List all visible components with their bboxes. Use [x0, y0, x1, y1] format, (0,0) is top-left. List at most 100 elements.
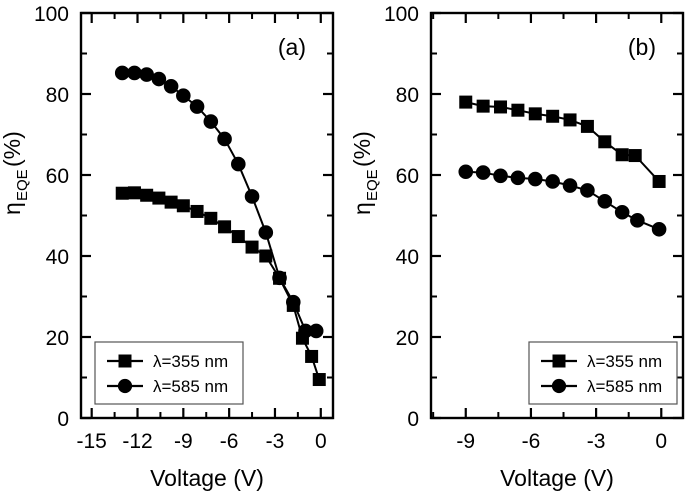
data-point-circle [493, 168, 508, 184]
panel-b-y-axis-title: η EQE (%) [350, 131, 381, 215]
panel-b: -9 -6 -3 0 0 20 40 60 80 100 (b) λ=355 nm λ=585 nm… [350, 0, 700, 495]
x-tick-label: -6 [220, 430, 239, 453]
legend-box [528, 341, 678, 405]
data-point-circle [163, 79, 179, 94]
data-point-circle [127, 65, 142, 81]
data-point-circle [189, 99, 205, 114]
data-point-square [305, 349, 319, 363]
data-point-circle [231, 156, 246, 172]
x-tick-label: -15 [77, 430, 107, 453]
panel-a-y-axis-title-eta: η [0, 202, 25, 215]
y-tick-label: 40 [396, 246, 419, 269]
data-point-circle [597, 194, 613, 209]
data-point-square [563, 113, 577, 127]
data-point-square [312, 373, 326, 387]
legend-label: λ=585 nm [587, 377, 662, 396]
y-tick-label: 80 [46, 84, 69, 107]
legend-marker-square [552, 354, 566, 368]
data-point-circle [545, 174, 560, 189]
data-point-circle [203, 114, 219, 129]
panel-b-y-axis-title-unit: (%) [350, 131, 375, 167]
data-point-square [176, 199, 190, 213]
data-point-circle [458, 164, 474, 180]
panel-b-y-axis-title-sub: EQE [364, 169, 381, 201]
x-tick-label: 0 [315, 430, 327, 453]
panel-b-series [458, 95, 667, 237]
legend-label: λ=355 nm [587, 352, 662, 371]
data-point-circle [258, 225, 274, 240]
data-point-circle [176, 88, 191, 103]
legend-marker-square [118, 354, 132, 368]
data-point-square [231, 230, 245, 244]
y-tick-label: 100 [34, 3, 69, 26]
data-point-square [628, 149, 642, 163]
legend-marker-circle [117, 378, 133, 394]
x-tick-label: -12 [122, 430, 152, 453]
data-point-circle [217, 131, 232, 147]
data-point-square [218, 220, 232, 234]
data-point-square [245, 240, 259, 254]
data-point-square [140, 188, 154, 202]
series-line-355 [465, 101, 660, 183]
panel-a-legend: λ=355 nm λ=585 nm [94, 341, 244, 405]
x-tick-label: -3 [587, 430, 606, 453]
panel-a-axes: -15 -12 -9 -6 -3 0 0 20 40 60 80 100 [34, 3, 335, 453]
y-tick-label: 0 [57, 408, 69, 431]
legend-label: λ=355 nm [153, 352, 228, 371]
y-tick-label: 0 [407, 408, 419, 431]
data-point-circle [475, 165, 491, 180]
data-point-circle [651, 221, 667, 237]
y-tick-label: 40 [46, 246, 69, 269]
data-point-circle [244, 189, 260, 204]
panel-a: -15 -12 -9 -6 -3 0 0 20 40 60 80 100 (a) λ=355 nm λ=… [0, 3, 335, 491]
panel-a-y-axis-title: η EQE (%) [0, 131, 31, 215]
data-point-square [494, 100, 508, 114]
y-tick-label: 20 [396, 327, 419, 350]
data-point-circle [114, 65, 130, 81]
data-point-square [528, 107, 542, 121]
data-point-square [115, 186, 129, 200]
x-tick-label: -9 [174, 430, 193, 453]
data-point-square [580, 119, 594, 133]
y-tick-label: 80 [396, 84, 419, 107]
data-point-square [598, 135, 612, 149]
panel-b-tag: (b) [628, 34, 656, 60]
panel-a-y-axis-title-unit: (%) [0, 131, 25, 167]
panel-b-canvas: -9 -6 -3 0 0 20 40 60 80 100 (b) λ=355 nm λ=585 nm… [350, 3, 685, 491]
legend-box [94, 341, 244, 405]
y-tick-label: 60 [46, 165, 69, 188]
data-point-circle [580, 183, 595, 198]
panel-b-axes: -9 -6 -3 0 0 20 40 60 80 100 [384, 3, 685, 453]
x-tick-label: -3 [266, 430, 285, 453]
data-point-square [127, 186, 141, 200]
data-point-circle [272, 270, 287, 286]
data-point-square [511, 103, 525, 117]
x-tick-label: 0 [655, 430, 667, 453]
panel-b-legend: λ=355 nm λ=585 nm [528, 341, 678, 405]
data-point-square [652, 174, 666, 188]
data-point-circle [630, 213, 645, 228]
data-point-square [546, 109, 560, 123]
panel-a-y-axis-title-sub: EQE [14, 169, 31, 201]
panel-b-x-axis-title: Voltage (V) [500, 465, 614, 491]
data-point-square [615, 148, 629, 162]
data-point-circle [308, 323, 324, 339]
data-point-circle [510, 170, 526, 186]
data-point-circle [285, 294, 301, 310]
data-point-square [459, 95, 473, 109]
y-tick-label: 60 [396, 165, 419, 188]
series-line-585 [122, 71, 317, 332]
data-point-circle [139, 67, 154, 82]
panel-a-x-axis-title: Voltage (V) [150, 465, 264, 491]
data-point-square [190, 204, 204, 218]
data-point-square [476, 99, 490, 113]
data-point-square [164, 195, 178, 209]
data-point-square [152, 191, 166, 205]
data-point-circle [527, 171, 543, 187]
y-tick-label: 20 [46, 327, 69, 350]
panel-a-series [114, 65, 326, 387]
legend-marker-circle [551, 378, 567, 394]
data-point-circle [614, 204, 630, 220]
